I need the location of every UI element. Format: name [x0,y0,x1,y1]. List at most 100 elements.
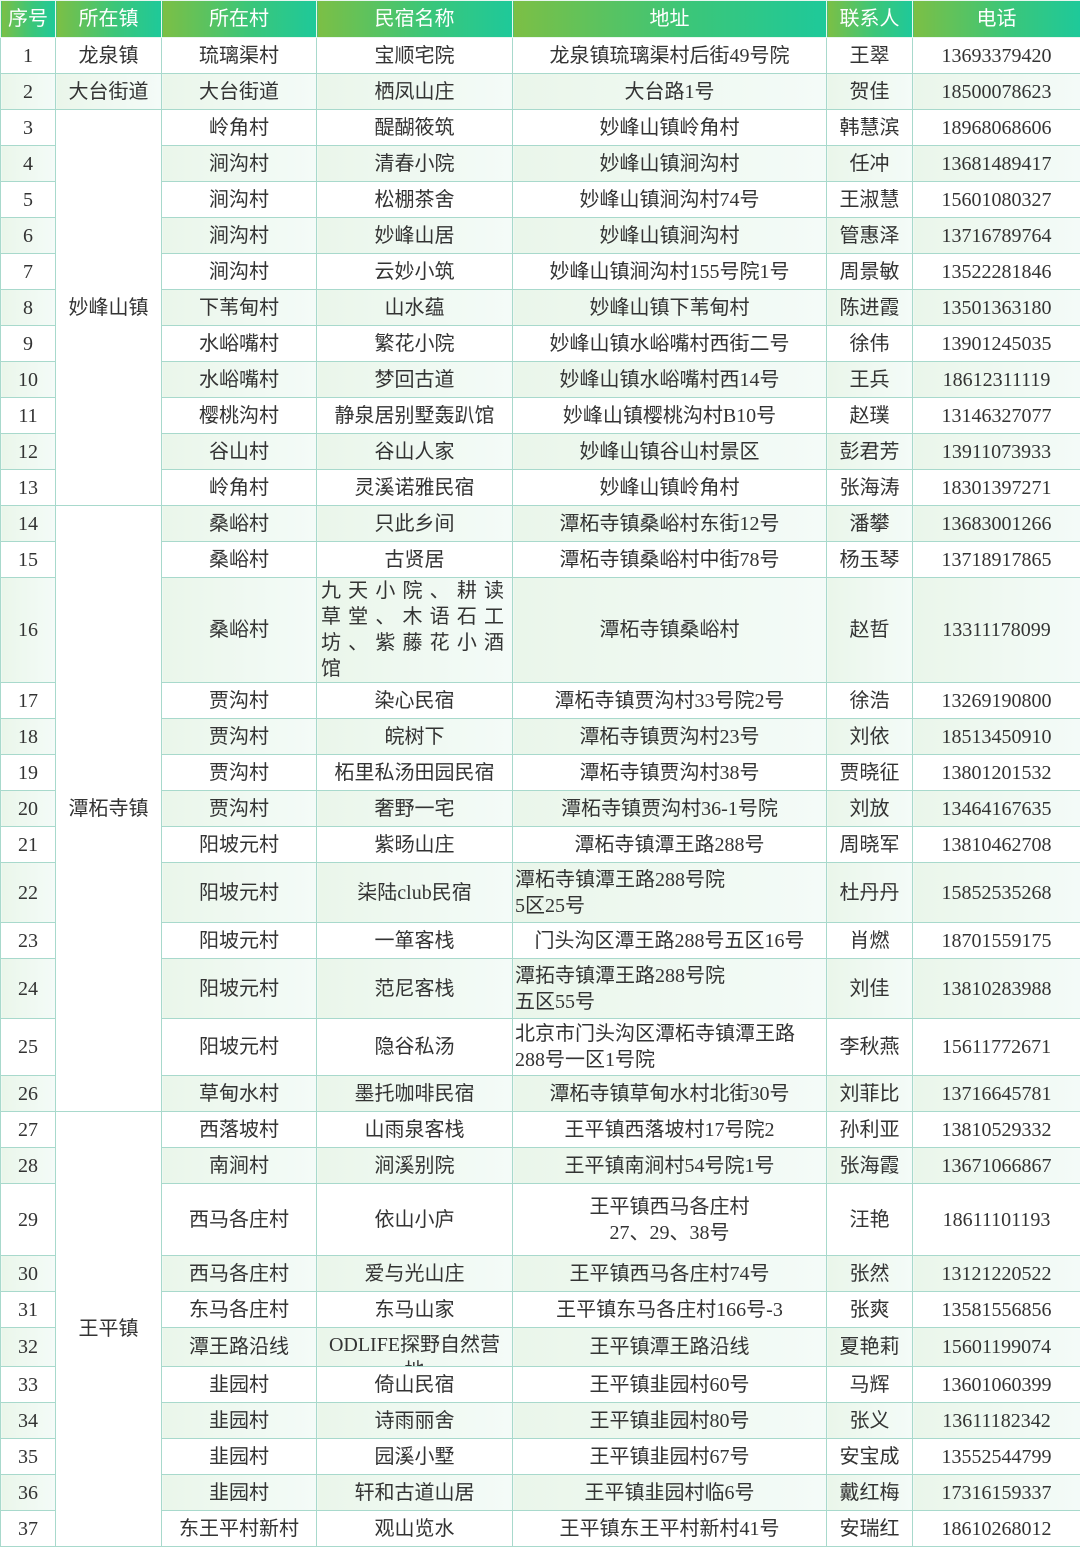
town-cell: 大台街道 [56,74,162,110]
village-cell: 韭园村 [162,1439,317,1475]
row-number: 33 [1,1367,56,1403]
contact-cell: 戴红梅 [827,1475,913,1511]
row-number: 13 [1,470,56,506]
village-cell: 韭园村 [162,1475,317,1511]
village-cell: 桑峪村 [162,578,317,683]
row-number: 3 [1,110,56,146]
contact-cell: 赵璞 [827,398,913,434]
contact-cell: 周晓军 [827,827,913,863]
row-number: 27 [1,1112,56,1148]
contact-cell: 陈进霞 [827,290,913,326]
address-cell: 潭柘寺镇潭王路288号院 5区25号 [513,863,827,923]
row-number: 10 [1,362,56,398]
village-cell: 谷山村 [162,434,317,470]
village-cell: 大台街道 [162,74,317,110]
address-cell: 王平镇东王平村新村41号 [513,1511,827,1547]
row-number: 8 [1,290,56,326]
village-cell: 涧沟村 [162,146,317,182]
address-cell: 王平镇南涧村54号院1号 [513,1148,827,1184]
address-cell: 妙峰山镇涧沟村 [513,218,827,254]
phone-cell: 18513450910 [913,719,1080,755]
row-number: 24 [1,959,56,1019]
village-cell: 琉璃渠村 [162,38,317,74]
phone-cell: 18500078623 [913,74,1080,110]
address-cell: 妙峰山镇谷山村景区 [513,434,827,470]
homestay-name-cell: 依山小庐 [317,1184,513,1256]
contact-cell: 贾晓征 [827,755,913,791]
phone-cell: 13716789764 [913,218,1080,254]
contact-cell: 张然 [827,1256,913,1292]
village-cell: 岭角村 [162,470,317,506]
header-phone: 电话 [913,1,1080,38]
village-cell: 阳坡元村 [162,959,317,1019]
village-cell: 西马各庄村 [162,1256,317,1292]
contact-cell: 王兵 [827,362,913,398]
row-number: 11 [1,398,56,434]
village-cell: 南涧村 [162,1148,317,1184]
homestay-name-cell: 奢野一宅 [317,791,513,827]
row-number: 1 [1,38,56,74]
row-number: 7 [1,254,56,290]
address-cell: 潭柘寺镇贾沟村36-1号院 [513,791,827,827]
address-cell: 潭拓寺镇潭王路288号院 五区55号 [513,959,827,1019]
row-number: 19 [1,755,56,791]
phone-cell: 13311178099 [913,578,1080,683]
phone-cell: 13269190800 [913,683,1080,719]
homestay-name-cell: 皖树下 [317,719,513,755]
homestay-name-cell: 妙峰山居 [317,218,513,254]
address-cell: 王平镇潭王路沿线 [513,1328,827,1367]
contact-cell: 刘放 [827,791,913,827]
village-cell: 桑峪村 [162,542,317,578]
contact-cell: 张海涛 [827,470,913,506]
phone-cell: 13671066867 [913,1148,1080,1184]
village-cell: 西落坡村 [162,1112,317,1148]
phone-cell: 13810283988 [913,959,1080,1019]
contact-cell: 管惠泽 [827,218,913,254]
row-number: 29 [1,1184,56,1256]
contact-cell: 王淑慧 [827,182,913,218]
homestay-name-cell: 栖凤山庄 [317,74,513,110]
homestay-name-cell: 一箪客栈 [317,923,513,959]
phone-cell: 13501363180 [913,290,1080,326]
contact-cell: 徐浩 [827,683,913,719]
row-number: 30 [1,1256,56,1292]
phone-cell: 13681489417 [913,146,1080,182]
row-number: 31 [1,1292,56,1328]
phone-cell: 13601060399 [913,1367,1080,1403]
village-cell: 阳坡元村 [162,863,317,923]
address-cell: 妙峰山镇岭角村 [513,110,827,146]
phone-cell: 15601080327 [913,182,1080,218]
row-number: 4 [1,146,56,182]
contact-cell: 周景敏 [827,254,913,290]
phone-cell: 13693379420 [913,38,1080,74]
village-cell: 贾沟村 [162,683,317,719]
village-cell: 涧沟村 [162,254,317,290]
contact-cell: 汪艳 [827,1184,913,1256]
phone-cell: 13146327077 [913,398,1080,434]
phone-cell: 18968068606 [913,110,1080,146]
homestay-name-cell: 隐谷私汤 [317,1019,513,1076]
homestay-name-cell: 山雨泉客栈 [317,1112,513,1148]
contact-cell: 马辉 [827,1367,913,1403]
phone-cell: 18612311119 [913,362,1080,398]
address-cell: 妙峰山镇水峪嘴村西14号 [513,362,827,398]
